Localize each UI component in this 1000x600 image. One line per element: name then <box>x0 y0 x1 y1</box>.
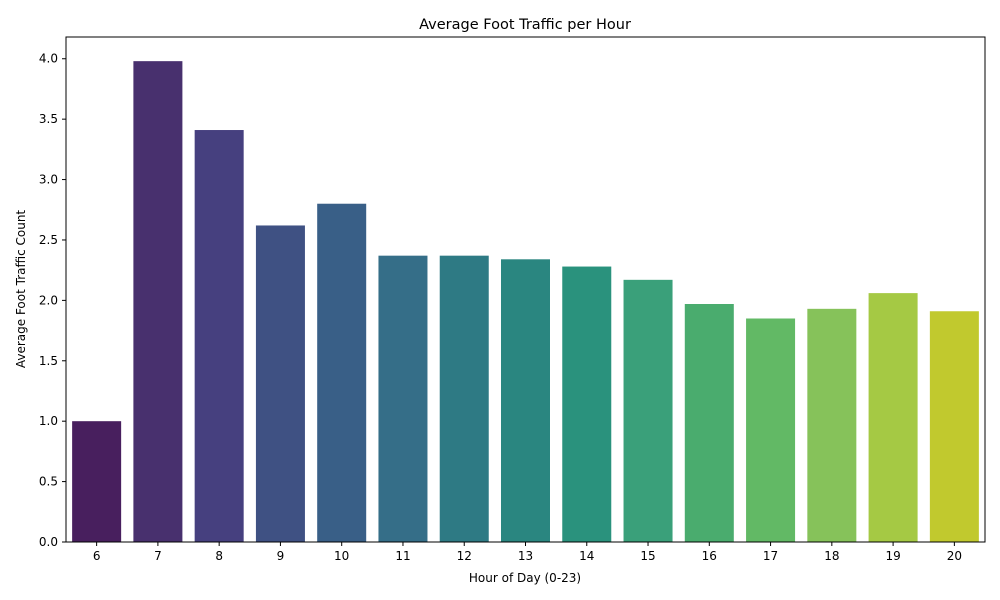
y-axis: 0.0 0.5 1.0 1.5 2.0 2.5 3.0 3.5 4.0 <box>39 52 66 549</box>
x-tick-label: 20 <box>947 549 962 563</box>
x-tick-label: 15 <box>640 549 655 563</box>
bar-hour-15 <box>623 279 673 542</box>
bar-hour-11 <box>378 255 428 543</box>
y-tick-label: 3.5 <box>39 112 58 126</box>
x-tick-label: 17 <box>763 549 778 563</box>
bar-hour-18 <box>807 308 857 542</box>
y-tick-label: 0.0 <box>39 535 58 549</box>
bar-hour-10 <box>317 203 367 542</box>
y-tick-label: 1.5 <box>39 354 58 368</box>
bar-hour-13 <box>500 259 550 542</box>
bar-hour-8 <box>194 130 244 542</box>
bar-hour-12 <box>439 255 489 543</box>
x-tick-label: 16 <box>702 549 717 563</box>
bar-hour-7 <box>133 61 183 542</box>
chart-title: Average Foot Traffic per Hour <box>419 17 631 33</box>
x-tick-label: 9 <box>277 549 285 563</box>
y-tick-label: 4.0 <box>39 52 58 66</box>
x-tick-label: 13 <box>518 549 533 563</box>
y-tick-label: 1.0 <box>39 414 58 428</box>
bar-hour-17 <box>746 318 796 542</box>
x-tick-label: 8 <box>215 549 223 563</box>
bar-hour-20 <box>929 311 979 542</box>
bar-hour-19 <box>868 293 918 542</box>
x-tick-label: 18 <box>824 549 839 563</box>
x-tick-label: 7 <box>154 549 162 563</box>
x-axis-label: Hour of Day (0-23) <box>469 571 581 585</box>
y-tick-label: 3.0 <box>39 173 58 187</box>
x-tick-label: 19 <box>885 549 900 563</box>
bar-hour-9 <box>255 225 305 542</box>
x-tick-label: 6 <box>93 549 101 563</box>
x-tick-label: 14 <box>579 549 594 563</box>
bar-hour-16 <box>684 304 734 542</box>
y-tick-label: 2.5 <box>39 233 58 247</box>
y-axis-label: Average Foot Traffic Count <box>14 210 28 369</box>
x-tick-label: 12 <box>457 549 472 563</box>
x-tick-label: 10 <box>334 549 349 563</box>
y-tick-label: 2.0 <box>39 293 58 307</box>
x-axis: 6 7 8 9 10 11 12 13 14 15 16 17 18 19 20 <box>93 542 962 563</box>
plot-frame <box>65 36 986 543</box>
bar-hour-6 <box>72 421 122 542</box>
bars-group <box>72 61 979 543</box>
x-tick-label: 11 <box>395 549 410 563</box>
bar-hour-14 <box>562 266 612 542</box>
y-tick-label: 0.5 <box>39 475 58 489</box>
